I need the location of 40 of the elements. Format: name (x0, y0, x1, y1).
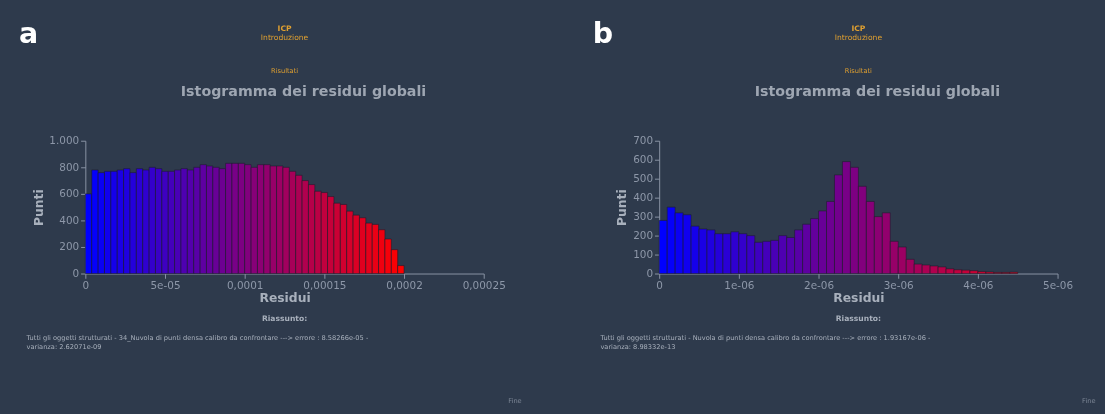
y-tick-label: 600 (59, 187, 80, 200)
x-tick-label: 2e-06 (803, 279, 835, 292)
chart-title: Istogramma dei residui globali (180, 83, 427, 100)
x-tick-label: 0,00015 (303, 279, 347, 292)
y-tick-label: 500 (633, 172, 654, 185)
y-tick-label: 600 (633, 153, 654, 166)
y-axis-title: Punti (615, 189, 630, 226)
text: Riassunto: (835, 313, 881, 323)
y-tick-label: 1.000 (49, 134, 80, 147)
y-tick-label: 400 (633, 190, 654, 203)
y-tick-label: 200 (59, 240, 80, 253)
y-tick-label: 800 (59, 160, 80, 173)
x-tick-label: 0,0001 (226, 279, 264, 292)
y-tick-label: 0 (646, 266, 654, 279)
text: Introduzione (834, 33, 883, 43)
x-tick-label: 4e-06 (963, 279, 994, 292)
y-tick-label: 100 (633, 247, 654, 260)
text: ICP (851, 23, 866, 33)
text: a (18, 17, 39, 51)
x-axis-title: Residui (833, 291, 885, 306)
y-tick-label: 0 (72, 266, 80, 279)
x-tick-label: 0,0002 (386, 279, 423, 292)
x-tick-label: 1e-06 (724, 279, 755, 292)
y-tick-label: 400 (59, 213, 80, 226)
chart-title: Istogramma dei residui globali (754, 83, 1001, 100)
y-tick-label: 700 (633, 134, 654, 147)
y-tick-label: 300 (633, 209, 654, 222)
text: ICP (277, 23, 292, 33)
x-tick-label: 0,00025 (462, 279, 506, 292)
x-tick-label: 3e-06 (883, 279, 914, 292)
x-tick-label: 5e-05 (150, 279, 181, 292)
text: Riassunto: (261, 313, 308, 323)
y-tick-label: 200 (633, 228, 654, 241)
x-tick-label: 0 (82, 279, 90, 292)
text: Introduzione (260, 33, 309, 43)
text: b (592, 17, 614, 51)
x-tick-label: 0 (656, 279, 663, 292)
x-axis-title: Residui (259, 291, 311, 306)
x-tick-label: 5e-06 (1043, 279, 1074, 292)
y-axis-title: Punti (31, 189, 46, 226)
